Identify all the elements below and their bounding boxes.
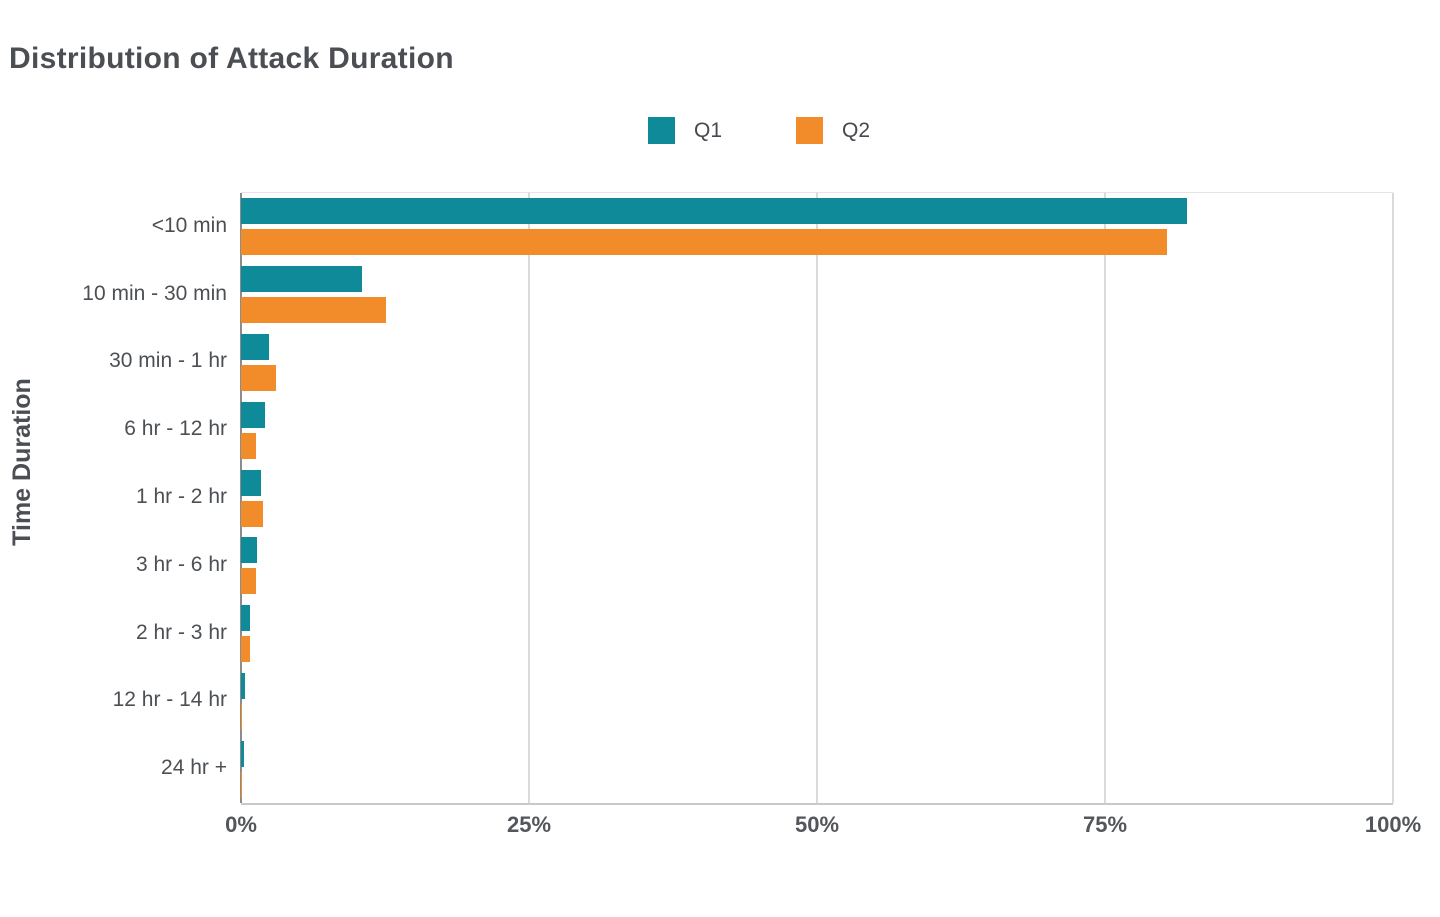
legend: Q1 Q2 <box>648 117 870 144</box>
bar-q2-1[interactable] <box>241 297 387 324</box>
bar-group-3 <box>241 396 1393 464</box>
x-tick-75%: 75% <box>1082 812 1128 837</box>
category-axis-labels: <10 min 10 min - 30 min 30 min - 1 hr 6 hr … <box>0 192 227 802</box>
bar-q2-4[interactable] <box>241 500 263 527</box>
category-label-4: 1 hr - 2 hr <box>135 485 227 509</box>
legend-swatch-q2-icon <box>796 117 824 144</box>
x-tick-0%: 0% <box>225 812 257 837</box>
bar-group-7 <box>241 667 1393 735</box>
bar-q1-2[interactable] <box>241 333 269 360</box>
gridline-75% <box>1104 193 1106 803</box>
bar-q1-8[interactable] <box>241 740 245 767</box>
gridline-25% <box>528 193 530 803</box>
bar-q1-4[interactable] <box>241 469 261 496</box>
category-label-2: 30 min - 1 hr <box>109 349 227 373</box>
legend-swatch-q1-icon <box>648 117 675 144</box>
category-label-5: 3 hr - 6 hr <box>135 552 227 576</box>
category-label-6: 2 hr - 3 hr <box>135 620 227 644</box>
bar-q2-3[interactable] <box>241 432 256 459</box>
bar-group-8 <box>241 735 1393 803</box>
category-label-7: 12 hr - 14 hr <box>112 688 227 712</box>
bar-q2-5[interactable] <box>241 568 256 595</box>
bar-q2-6[interactable] <box>241 636 250 663</box>
x-axis-tick-labels: 0% 25% 50% 75% 100% <box>225 812 1421 846</box>
bar-q1-3[interactable] <box>241 401 266 428</box>
bar-q2-7[interactable] <box>241 703 242 730</box>
x-tick-50%: 50% <box>794 812 840 837</box>
bar-q2-2[interactable] <box>241 364 276 391</box>
legend-item-q1[interactable]: Q1 <box>648 117 722 144</box>
bar-q1-5[interactable] <box>241 537 258 564</box>
x-tick-25%: 25% <box>506 812 552 837</box>
legend-label-q1: Q1 <box>694 118 723 142</box>
bar-group-6 <box>241 600 1393 668</box>
bar-group-4 <box>241 464 1393 532</box>
bar-group-1 <box>241 261 1393 329</box>
plot-area <box>240 192 1394 805</box>
category-label-3: 6 hr - 12 hr <box>124 417 227 441</box>
bar-q1-0[interactable] <box>241 198 1187 225</box>
legend-item-q2[interactable]: Q2 <box>796 117 870 144</box>
bar-q2-0[interactable] <box>241 229 1168 256</box>
bar-group-5 <box>241 532 1393 600</box>
y-axis-line <box>240 193 242 803</box>
chart-title: Distribution of Attack Duration <box>9 42 454 75</box>
gridline-50% <box>816 193 818 803</box>
legend-label-q2: Q2 <box>842 118 871 142</box>
x-tick-100%: 100% <box>1364 812 1422 837</box>
bar-q1-1[interactable] <box>241 266 362 293</box>
bar-q2-8[interactable] <box>241 771 242 798</box>
bar-q1-6[interactable] <box>241 605 251 632</box>
bar-q1-7[interactable] <box>241 672 246 699</box>
gridline-100% <box>1392 193 1394 803</box>
category-label-8: 24 hr + <box>161 756 227 780</box>
bar-group-2 <box>241 329 1393 397</box>
category-label-0: <10 min <box>151 213 227 237</box>
category-label-1: 10 min - 30 min <box>82 281 227 305</box>
bar-group-0 <box>241 193 1393 261</box>
